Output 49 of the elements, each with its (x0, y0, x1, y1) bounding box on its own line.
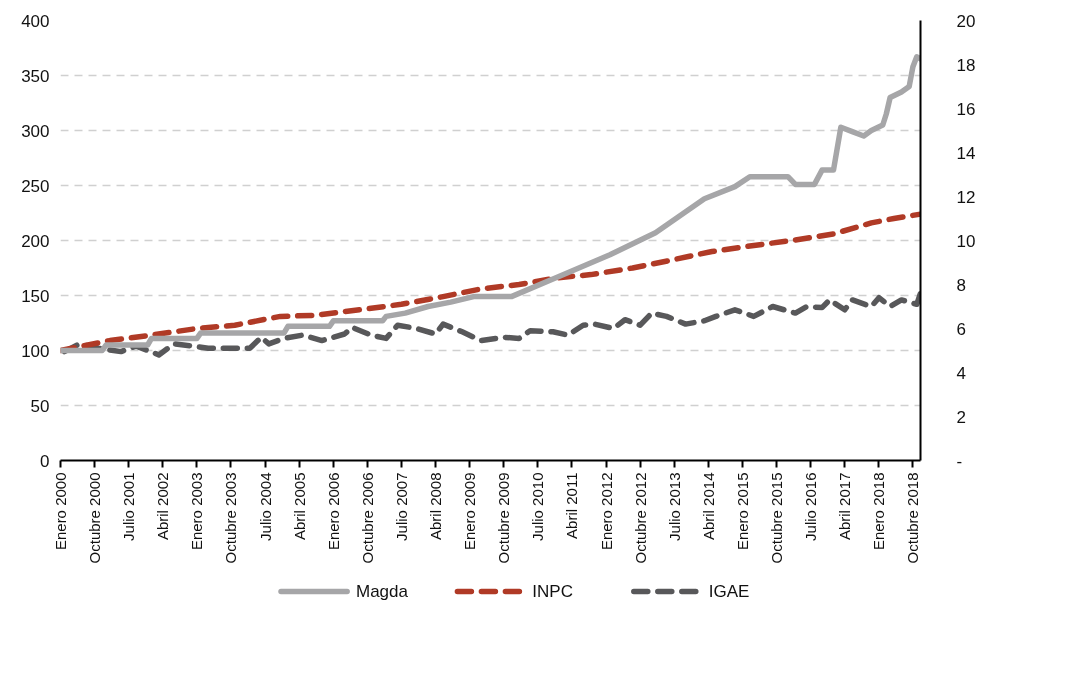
x-tick-label: Abril 2017 (836, 472, 854, 541)
x-tick-label: Octubre 2003 (222, 472, 240, 564)
y-tick-label: 50 (30, 396, 50, 416)
x-tick-label: Octubre 2009 (495, 472, 513, 564)
y-tick-label: 0 (40, 451, 50, 471)
y-tick-label: 150 (21, 286, 50, 306)
y2-tick-label: 12 (956, 187, 976, 207)
x-tick-label: Enero 2009 (461, 472, 479, 551)
x-tick-label: Julio 2001 (120, 472, 138, 541)
y2-tick-label: 20 (956, 11, 976, 31)
y-tick-label: 100 (21, 341, 50, 361)
x-tick-label: Octubre 2000 (86, 472, 104, 564)
y2-tick-label: 16 (956, 99, 976, 119)
y-tick-label: 200 (21, 231, 50, 251)
y2-tick-label: - (956, 451, 963, 471)
y-tick-label: 350 (21, 66, 50, 86)
x-tick-label: Abril 2014 (699, 472, 717, 541)
x-tick-label: Julio 2007 (392, 472, 410, 541)
x-tick-label: Enero 2003 (188, 472, 206, 551)
y2-tick-label: 4 (956, 363, 966, 383)
x-tick-label: Octubre 2015 (767, 472, 785, 564)
x-tick-label: Julio 2013 (665, 472, 683, 541)
x-tick-label: Julio 2010 (529, 472, 547, 541)
x-tick-label: Julio 2004 (256, 472, 274, 541)
x-tick-label: Enero 2012 (597, 472, 615, 551)
x-tick-label: Enero 2006 (324, 472, 342, 551)
x-tick-label: Abril 2005 (290, 472, 308, 541)
x-tick-label: Enero 2000 (52, 472, 69, 551)
y-tick-label: 400 (21, 11, 50, 31)
y-tick-label: 250 (21, 176, 50, 196)
legend-label: INPC (532, 582, 573, 601)
x-tick-label: Abril 2002 (154, 472, 172, 541)
x-tick-label: Octubre 2018 (904, 472, 922, 564)
y2-tick-label: 14 (956, 143, 976, 163)
legend-label: Magda (355, 582, 409, 601)
legend-label: IGAE (708, 582, 750, 601)
x-tick-label: Enero 2018 (870, 472, 888, 551)
y2-tick-label: 8 (956, 275, 966, 295)
y2-tick-label: 6 (956, 319, 966, 339)
x-tick-label: Enero 2015 (734, 472, 751, 551)
x-tick-label: Abril 2011 (563, 472, 581, 539)
y-tick-label: 300 (21, 121, 50, 141)
y2-tick-label: 10 (956, 231, 976, 251)
x-tick-label: Octubre 2012 (631, 472, 649, 564)
y2-tick-label: 18 (956, 55, 976, 75)
y2-tick-label: 2 (956, 407, 966, 427)
x-tick-label: Julio 2016 (802, 472, 820, 541)
x-tick-label: Octubre 2006 (358, 472, 376, 564)
x-tick-label: Abril 2008 (427, 472, 445, 541)
